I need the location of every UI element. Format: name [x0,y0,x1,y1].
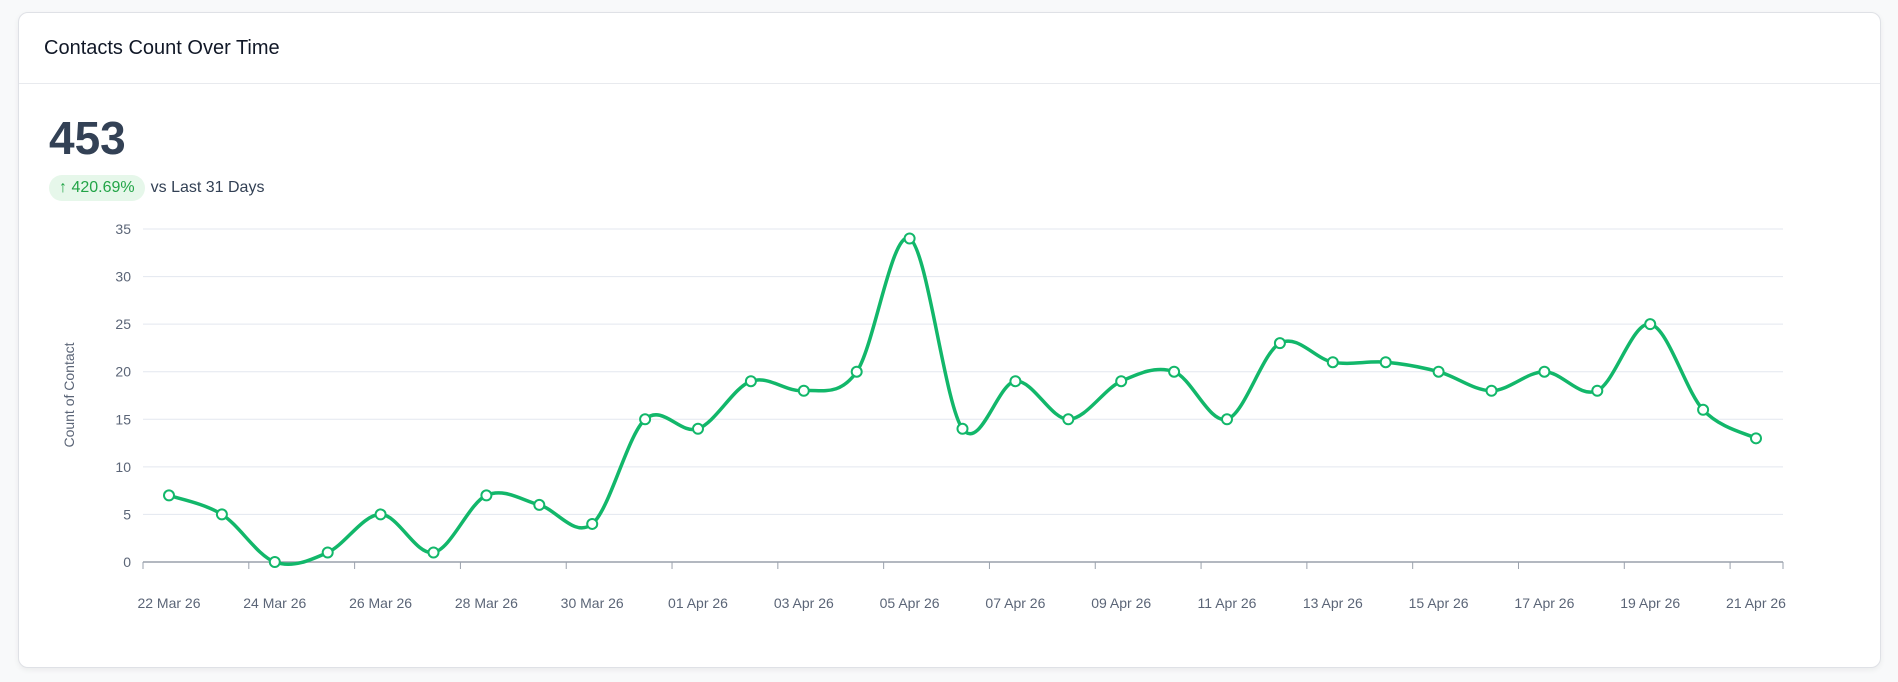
data-point [321,546,334,559]
data-point [427,546,440,559]
change-value: 420.69% [71,179,135,196]
data-point [744,375,757,388]
data-point [1326,356,1339,369]
data-point [163,489,175,502]
y-tick-label: 35 [115,221,131,237]
x-tick-label: 03 Apr 26 [774,595,834,611]
y-tick-label: 20 [115,364,131,380]
data-point [1168,365,1181,378]
chart-card: Contacts Count Over Time 453 ↑ 420.69% v… [18,12,1881,668]
data-point [1591,384,1604,397]
x-tick-label: 26 Mar 26 [349,595,412,611]
y-tick-label: 15 [115,411,131,427]
x-tick-label: 28 Mar 26 [455,595,518,611]
x-tick-label: 24 Mar 26 [243,595,306,611]
x-tick-label: 22 Mar 26 [137,595,200,611]
x-tick-label: 07 Apr 26 [985,595,1045,611]
data-point [903,232,916,245]
data-point [1115,375,1128,388]
x-tick-label: 21 Apr 26 [1726,595,1786,611]
data-point [1379,356,1392,369]
data-point [1009,375,1022,388]
data-point [797,384,810,397]
y-tick-label: 5 [123,506,131,522]
y-tick-label: 10 [115,459,131,475]
y-tick-label: 30 [115,269,131,285]
card-title: Contacts Count Over Time [44,36,280,59]
card-header: Contacts Count Over Time [19,13,1880,84]
y-axis-label: Count of Contact [61,342,77,447]
data-point [956,422,969,435]
data-point [1750,432,1762,445]
data-point [639,413,652,426]
x-tick-label: 11 Apr 26 [1198,595,1257,611]
x-tick-label: 15 Apr 26 [1409,595,1469,611]
data-point [1273,337,1286,350]
comparison: ↑ 420.69% vs Last 31 Days [49,175,264,201]
x-tick-label: 17 Apr 26 [1514,595,1574,611]
data-point [215,508,228,521]
data-point [1538,365,1551,378]
data-point [1062,413,1075,426]
data-point [480,489,493,502]
total-count: 453 [49,112,126,164]
data-point [1644,318,1657,331]
x-tick-label: 09 Apr 26 [1091,595,1151,611]
y-tick-label: 25 [115,316,131,332]
arrow-up-icon: ↑ [59,179,67,196]
data-point [1221,413,1233,426]
data-point [1485,384,1498,397]
data-point [374,508,387,521]
x-tick-label: 13 Apr 26 [1303,595,1363,611]
change-badge: ↑ 420.69% [49,175,145,201]
x-tick-label: 01 Apr 26 [668,595,728,611]
data-point [1432,365,1445,378]
data-point [533,498,546,511]
data-point [586,517,599,530]
data-point [692,422,704,435]
data-point [268,556,281,568]
data-point [1697,403,1710,416]
x-tick-label: 30 Mar 26 [561,595,624,611]
series-line [168,236,1757,567]
x-tick-label: 05 Apr 26 [880,595,940,611]
comparison-label: vs Last 31 Days [150,179,265,196]
data-point [850,365,863,378]
y-tick-label: 0 [123,554,131,570]
x-tick-label: 19 Apr 26 [1620,595,1680,611]
